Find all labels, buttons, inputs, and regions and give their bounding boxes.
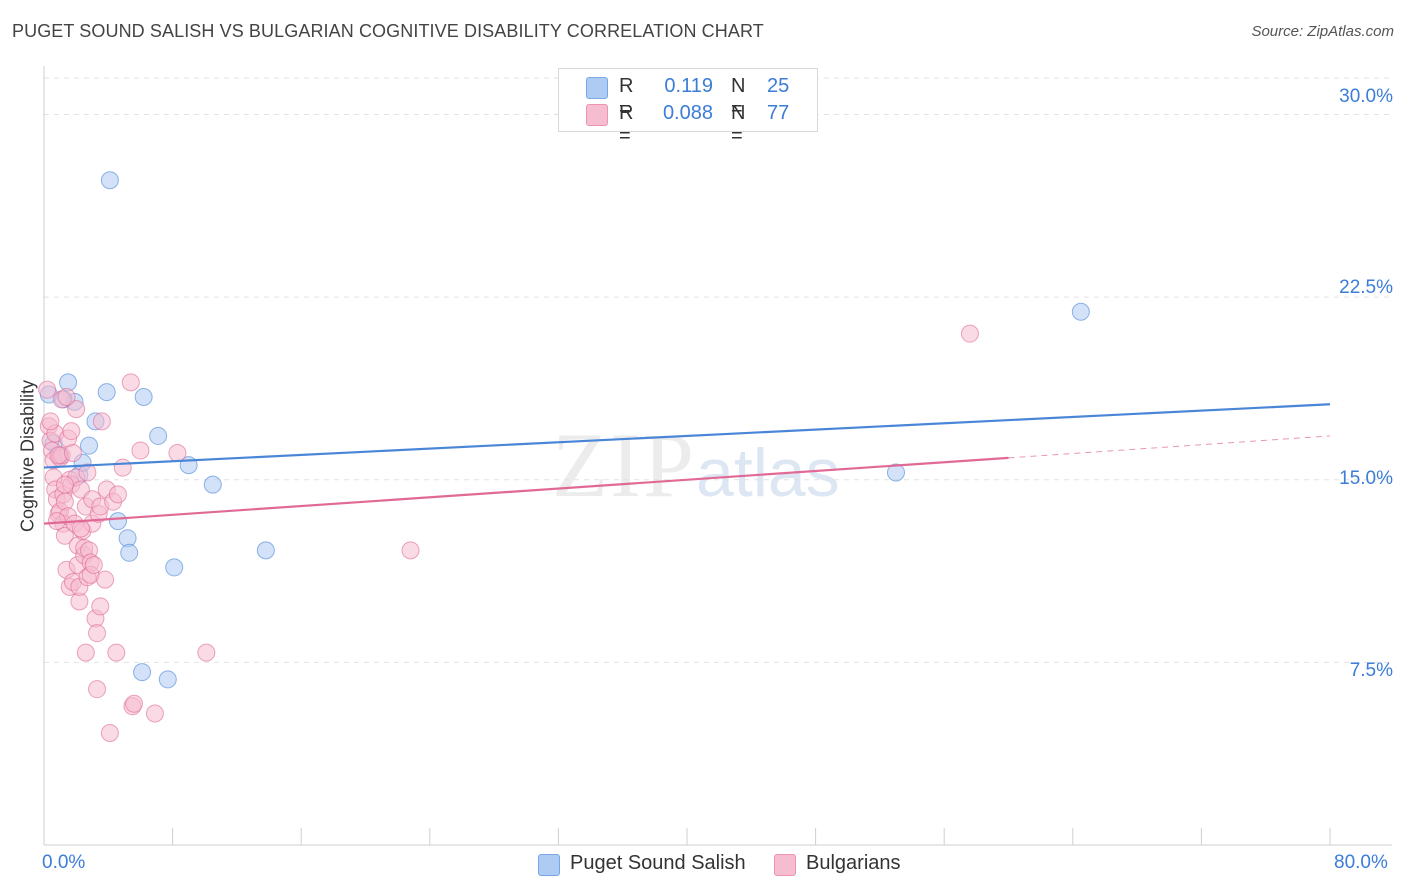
point-puget-sound-salish: [203, 475, 222, 494]
point-puget-sound-salish: [108, 512, 127, 531]
legend-n-value: 77: [767, 102, 790, 124]
y-tick-label: 7.5%: [1349, 660, 1393, 681]
point-puget-sound-salish: [149, 426, 168, 445]
watermark: ZIPatlas: [552, 412, 840, 518]
point-puget-sound-salish: [158, 670, 177, 689]
point-puget-sound-salish: [120, 543, 139, 562]
point-bulgarians: [84, 555, 103, 574]
point-bulgarians: [107, 643, 126, 662]
point-bulgarians: [108, 485, 127, 504]
point-bulgarians: [62, 422, 81, 441]
point-puget-sound-salish: [97, 383, 116, 402]
point-bulgarians: [113, 458, 132, 477]
point-puget-sound-salish: [165, 558, 184, 577]
y-tick-label: 15.0%: [1339, 468, 1393, 489]
point-puget-sound-salish: [1071, 302, 1090, 321]
y-axis-label: Cognitive Disability: [17, 379, 38, 533]
point-puget-sound-salish: [100, 171, 119, 190]
point-bulgarians: [57, 387, 76, 406]
legend-n-label: N =: [731, 102, 746, 147]
legend-n-label: N =: [731, 75, 746, 120]
point-puget-sound-salish: [886, 463, 905, 482]
point-bulgarians: [168, 443, 187, 462]
point-bulgarians: [47, 512, 66, 531]
point-bulgarians: [197, 643, 216, 662]
bottom-legend-swatch: [774, 854, 796, 876]
point-bulgarians: [88, 680, 107, 699]
watermark-atlas: atlas: [696, 435, 840, 511]
point-puget-sound-salish: [133, 663, 152, 682]
point-bulgarians: [91, 597, 110, 616]
point-bulgarians: [41, 412, 60, 431]
point-bulgarians: [55, 475, 74, 494]
point-bulgarians: [92, 412, 111, 431]
point-bulgarians: [121, 373, 140, 392]
point-bulgarians: [76, 643, 95, 662]
point-bulgarians: [131, 441, 150, 460]
point-bulgarians: [71, 519, 90, 538]
chart-title: PUGET SOUND SALISH VS BULGARIAN COGNITIV…: [12, 21, 764, 41]
legend-r-label: R =: [619, 102, 634, 147]
point-bulgarians: [38, 380, 57, 399]
legend-r-label: R =: [619, 75, 634, 120]
point-bulgarians: [63, 443, 82, 462]
point-bulgarians: [55, 492, 74, 511]
bottom-legend-swatch: [538, 854, 560, 876]
point-puget-sound-salish: [256, 541, 275, 560]
point-puget-sound-salish: [80, 436, 99, 455]
legend-swatch-salish: [586, 77, 608, 99]
source-label[interactable]: Source: ZipAtlas.com: [1251, 23, 1394, 40]
point-bulgarians: [67, 400, 86, 419]
legend-r-value: 0.119: [664, 75, 713, 97]
x-tick-label: 80.0%: [1334, 852, 1388, 873]
point-bulgarians: [960, 324, 979, 343]
legend: R = 0.119 N = 25 R = 0.088 N = 77: [558, 68, 818, 147]
legend-swatch-bulgarians: [586, 104, 608, 126]
y-tick-label: 22.5%: [1339, 277, 1393, 298]
watermark-zip: ZIP: [552, 414, 696, 516]
point-bulgarians: [401, 541, 420, 560]
bottom-legend-label: Bulgarians: [806, 852, 901, 874]
point-bulgarians: [96, 570, 115, 589]
point-bulgarians: [78, 463, 97, 482]
point-puget-sound-salish: [134, 387, 153, 406]
trendline-puget-sound-salish: [43, 403, 1331, 469]
bottom-legend-label: Puget Sound Salish: [570, 852, 746, 874]
point-bulgarians: [145, 704, 164, 723]
trendline-bulgarians: [43, 456, 1009, 525]
point-bulgarians: [55, 526, 74, 545]
point-bulgarians: [88, 624, 107, 643]
y-tick-label: 30.0%: [1339, 86, 1393, 107]
x-tick-label: 0.0%: [42, 852, 86, 873]
point-bulgarians: [100, 723, 119, 742]
trendline-extension-bulgarians: [1008, 435, 1331, 459]
legend-r-value: 0.088: [662, 102, 713, 124]
point-bulgarians: [125, 694, 144, 713]
legend-n-value: 25: [767, 75, 790, 97]
